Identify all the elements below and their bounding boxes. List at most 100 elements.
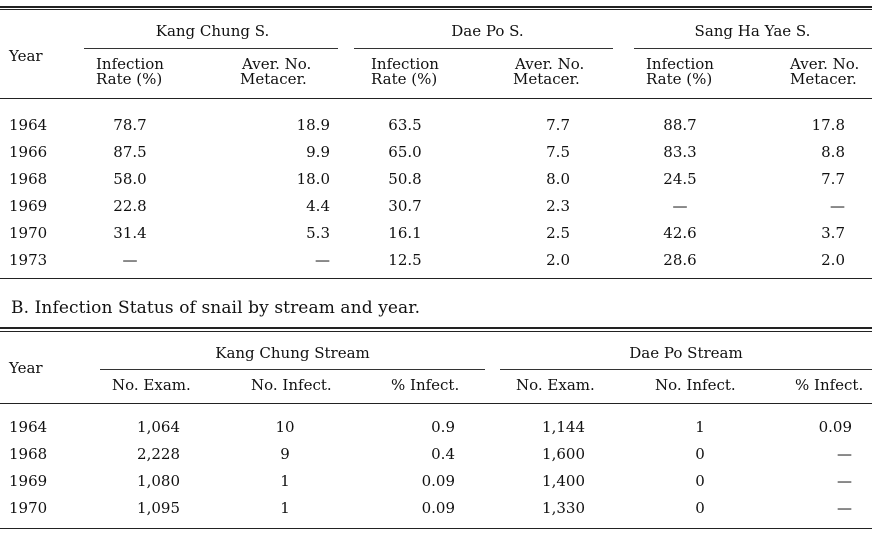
table-b-sub-exam-2: No. Exam. bbox=[516, 376, 595, 394]
table-a-cell: 83.3 bbox=[663, 143, 697, 161]
table-a-cell: 3.7 bbox=[821, 224, 845, 242]
table-a-cell: 22.8 bbox=[113, 197, 147, 215]
table-a-cell: 7.5 bbox=[546, 143, 570, 161]
table-a-cell: 28.6 bbox=[663, 251, 697, 269]
table-b-year-cell: 1969 bbox=[9, 472, 48, 490]
table-a-cell: 18.9 bbox=[296, 116, 330, 134]
table-a-cell: — bbox=[830, 197, 845, 215]
table-a-cell: 42.6 bbox=[663, 224, 697, 242]
table-a-year-cell: 1969 bbox=[9, 197, 48, 215]
table-a-group-dae-po: Dae Po S. bbox=[451, 22, 524, 40]
table-b-cell: 1,080 bbox=[137, 472, 180, 490]
table-b-year-header: Year bbox=[9, 359, 43, 377]
table-a-cell: — bbox=[315, 251, 330, 269]
table-b-cell: 0.4 bbox=[431, 445, 455, 463]
table-a-sub-aver-3-l2: Metacer. bbox=[790, 70, 857, 88]
table-a-cell: 50.8 bbox=[388, 170, 422, 188]
table-b-group-dae-po: Dae Po Stream bbox=[629, 344, 743, 362]
table-a-cell: 30.7 bbox=[388, 197, 422, 215]
table-a-cell: 2.0 bbox=[821, 251, 845, 269]
table-a-year-cell: 1970 bbox=[9, 224, 48, 242]
table-a-bottom-rule bbox=[0, 278, 872, 279]
table-b-cell: 1,400 bbox=[542, 472, 585, 490]
table-b-cell: 1,144 bbox=[542, 418, 585, 436]
table-a-sub-infection-3-l2: Rate (%) bbox=[646, 70, 713, 88]
table-a-cell: 8.8 bbox=[821, 143, 845, 161]
table-b-cell: 1,600 bbox=[542, 445, 585, 463]
table-b-group-rule-2 bbox=[500, 369, 872, 370]
table-a-sub-infection-1-l2: Rate (%) bbox=[96, 70, 163, 88]
table-b-cell: 1,330 bbox=[542, 499, 585, 517]
table-b-cell: 0.09 bbox=[818, 418, 852, 436]
table-a-cell: 58.0 bbox=[113, 170, 147, 188]
table-a-cell: 7.7 bbox=[546, 116, 570, 134]
table-b-cell: 1 bbox=[280, 472, 290, 490]
table-a-year-cell: 1973 bbox=[9, 251, 48, 269]
table-b-cell: — bbox=[837, 445, 852, 463]
table-a-cell: — bbox=[672, 197, 688, 215]
table-a-year-cell: 1966 bbox=[9, 143, 48, 161]
table-a-cell: 2.0 bbox=[546, 251, 570, 269]
table-b-sub-exam-1: No. Exam. bbox=[112, 376, 191, 394]
table-b-cell: 1 bbox=[695, 418, 705, 436]
table-a-cell: 88.7 bbox=[663, 116, 697, 134]
table-a-sub-infection-1-l1: Infection bbox=[96, 55, 164, 73]
table-a-cell: 8.0 bbox=[546, 170, 570, 188]
table-b-group-kang-chung: Kang Chung Stream bbox=[215, 344, 370, 362]
table-a-cell: 9.9 bbox=[306, 143, 330, 161]
table-a-cell: 17.8 bbox=[811, 116, 845, 134]
table-a-cell: — bbox=[122, 251, 138, 269]
table-b-caption: B. Infection Status of snail by stream a… bbox=[11, 298, 421, 318]
table-b-cell: 9 bbox=[280, 445, 290, 463]
table-a-cell: 7.7 bbox=[821, 170, 845, 188]
table-b-cell: 0.9 bbox=[431, 418, 455, 436]
table-a-cell: 2.3 bbox=[546, 197, 570, 215]
table-a-sub-infection-3-l1: Infection bbox=[646, 55, 714, 73]
table-b-cell: 0.09 bbox=[421, 472, 455, 490]
table-b-cell: 0 bbox=[695, 445, 705, 463]
table-a-sub-aver-1-l2: Metacer. bbox=[240, 70, 307, 88]
table-b-cell: 1 bbox=[280, 499, 290, 517]
table-b-cell: — bbox=[837, 472, 852, 490]
table-b-cell: 1,095 bbox=[137, 499, 180, 517]
table-b-cell: 2,228 bbox=[137, 445, 180, 463]
table-b-year-cell: 1968 bbox=[9, 445, 48, 463]
table-b-year-cell: 1964 bbox=[9, 418, 48, 436]
table-a-cell: 16.1 bbox=[388, 224, 422, 242]
table-b-year-cell: 1970 bbox=[9, 499, 48, 517]
table-a-cell: 63.5 bbox=[388, 116, 422, 134]
table-a-cell: 24.5 bbox=[663, 170, 697, 188]
table-a-year-cell: 1964 bbox=[9, 116, 48, 134]
table-a-sub-infection-2-l2: Rate (%) bbox=[371, 70, 438, 88]
table-b-group-rule-1 bbox=[100, 369, 485, 370]
table-a-sub-aver-2-l1: Aver. No. bbox=[515, 55, 585, 73]
table-a-group-rule-2 bbox=[354, 48, 613, 49]
table-a-top-rule-2 bbox=[0, 9, 872, 10]
table-b-sub-infect-1: No. Infect. bbox=[251, 376, 332, 394]
table-b-cell: 10 bbox=[275, 418, 295, 436]
table-b-header-rule bbox=[0, 403, 872, 404]
table-a-cell: 12.5 bbox=[388, 251, 422, 269]
table-a-cell: 31.4 bbox=[113, 224, 147, 242]
table-b-cell: 0 bbox=[695, 499, 705, 517]
table-b-cell: 0.09 bbox=[421, 499, 455, 517]
table-a-sub-aver-2-l2: Metacer. bbox=[513, 70, 580, 88]
table-b-cell: — bbox=[837, 499, 852, 517]
table-a-header-rule bbox=[0, 98, 872, 99]
table-b-top-rule bbox=[0, 327, 872, 329]
table-a-top-rule bbox=[0, 6, 872, 8]
table-a-cell: 2.5 bbox=[546, 224, 570, 242]
table-b-sub-pct-1: % Infect. bbox=[391, 376, 460, 394]
table-a-year-header: Year bbox=[9, 47, 43, 65]
table-a-sub-aver-1-l1: Aver. No. bbox=[242, 55, 312, 73]
table-a-group-rule-1 bbox=[84, 48, 338, 49]
table-a-cell: 78.7 bbox=[113, 116, 147, 134]
table-a-cell: 18.0 bbox=[296, 170, 330, 188]
table-a-cell: 87.5 bbox=[113, 143, 147, 161]
table-a-cell: 5.3 bbox=[306, 224, 330, 242]
table-b-cell: 0 bbox=[695, 472, 705, 490]
table-b-sub-pct-2: % Infect. bbox=[795, 376, 864, 394]
table-b-sub-infect-2: No. Infect. bbox=[655, 376, 736, 394]
table-a-year-cell: 1968 bbox=[9, 170, 48, 188]
